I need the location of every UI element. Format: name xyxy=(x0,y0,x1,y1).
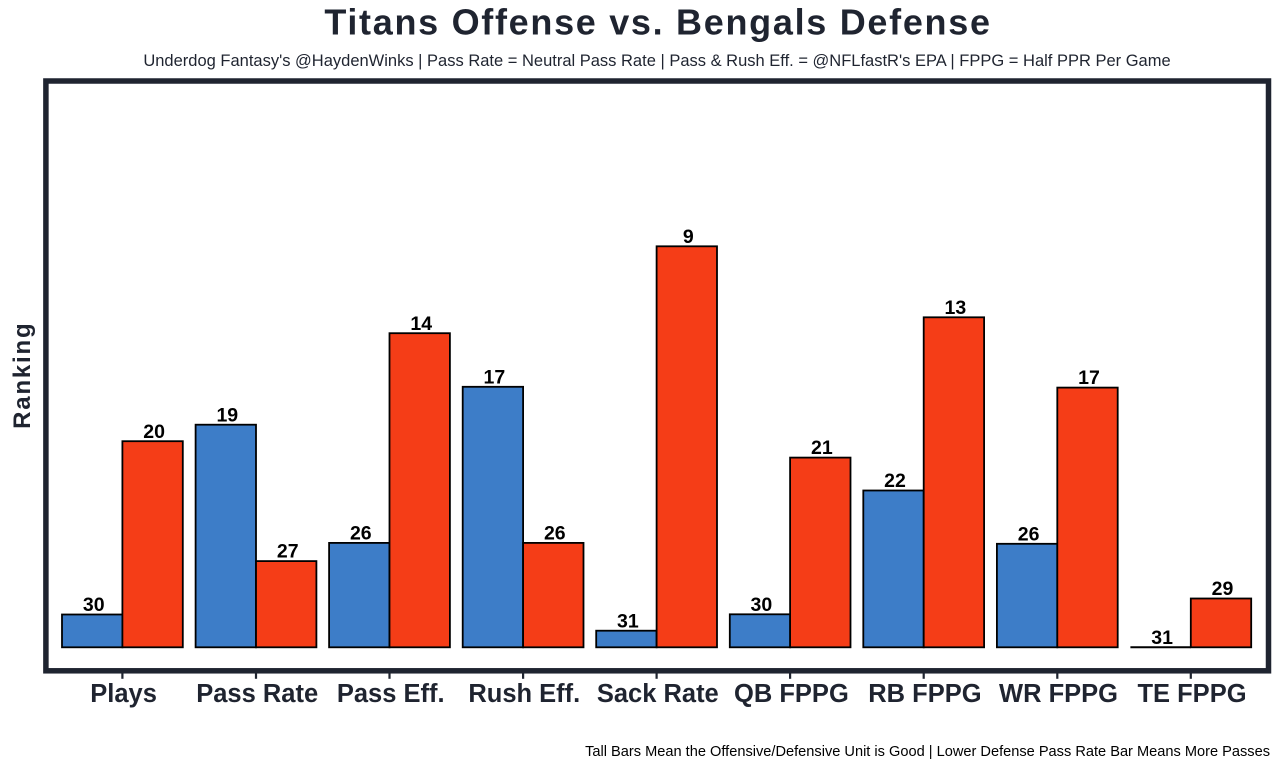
svg-text:Ranking: Ranking xyxy=(9,322,36,429)
svg-text:30: 30 xyxy=(83,594,105,616)
svg-text:9: 9 xyxy=(683,226,694,248)
svg-text:13: 13 xyxy=(945,297,967,319)
svg-text:Pass Eff.: Pass Eff. xyxy=(337,680,445,708)
svg-text:TE FPPG: TE FPPG xyxy=(1137,680,1246,708)
svg-text:RB FPPG: RB FPPG xyxy=(868,680,981,708)
svg-text:17: 17 xyxy=(484,366,506,388)
svg-text:Titans Offense vs. Bengals Def: Titans Offense vs. Bengals Defense xyxy=(324,2,991,43)
svg-text:Plays: Plays xyxy=(90,680,157,708)
svg-text:WR FPPG: WR FPPG xyxy=(999,680,1118,708)
svg-text:19: 19 xyxy=(216,404,238,426)
svg-text:31: 31 xyxy=(617,610,639,632)
svg-text:Underdog Fantasy's @HaydenWink: Underdog Fantasy's @HaydenWinks | Pass R… xyxy=(143,52,1170,70)
svg-text:Sack Rate: Sack Rate xyxy=(597,680,719,708)
svg-text:Tall Bars Mean the Offensive/D: Tall Bars Mean the Offensive/Defensive U… xyxy=(585,744,1270,760)
svg-text:26: 26 xyxy=(350,523,372,545)
svg-text:QB FPPG: QB FPPG xyxy=(734,680,849,708)
svg-text:26: 26 xyxy=(1018,523,1040,545)
svg-text:20: 20 xyxy=(143,421,165,443)
svg-text:30: 30 xyxy=(751,594,773,616)
svg-text:22: 22 xyxy=(884,470,906,492)
svg-text:26: 26 xyxy=(544,523,566,545)
svg-text:27: 27 xyxy=(277,541,299,563)
svg-text:14: 14 xyxy=(410,313,432,335)
svg-text:31: 31 xyxy=(1151,627,1173,649)
svg-text:Pass Rate: Pass Rate xyxy=(196,680,318,708)
svg-text:Rush Eff.: Rush Eff. xyxy=(468,680,580,708)
svg-text:17: 17 xyxy=(1078,367,1100,389)
svg-text:21: 21 xyxy=(811,437,833,459)
svg-text:29: 29 xyxy=(1212,578,1234,600)
